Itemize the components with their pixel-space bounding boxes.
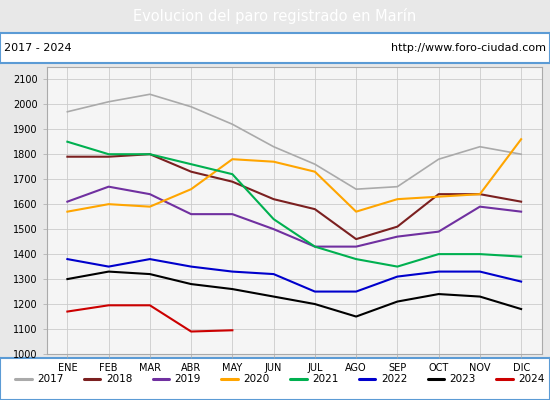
Text: Evolucion del paro registrado en Marín: Evolucion del paro registrado en Marín <box>133 8 417 24</box>
Text: 2022: 2022 <box>381 374 407 384</box>
Text: 2018: 2018 <box>106 374 132 384</box>
Text: 2017: 2017 <box>37 374 63 384</box>
Text: 2021: 2021 <box>312 374 338 384</box>
Text: 2024: 2024 <box>518 374 544 384</box>
Text: 2019: 2019 <box>175 374 201 384</box>
Text: http://www.foro-ciudad.com: http://www.foro-ciudad.com <box>390 43 546 53</box>
Text: 2020: 2020 <box>243 374 270 384</box>
Text: 2023: 2023 <box>450 374 476 384</box>
Text: 2017 - 2024: 2017 - 2024 <box>4 43 72 53</box>
